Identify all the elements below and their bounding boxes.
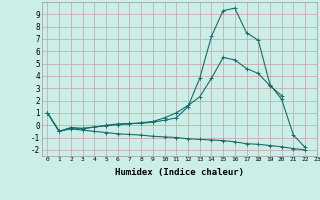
X-axis label: Humidex (Indice chaleur): Humidex (Indice chaleur) — [115, 168, 244, 177]
